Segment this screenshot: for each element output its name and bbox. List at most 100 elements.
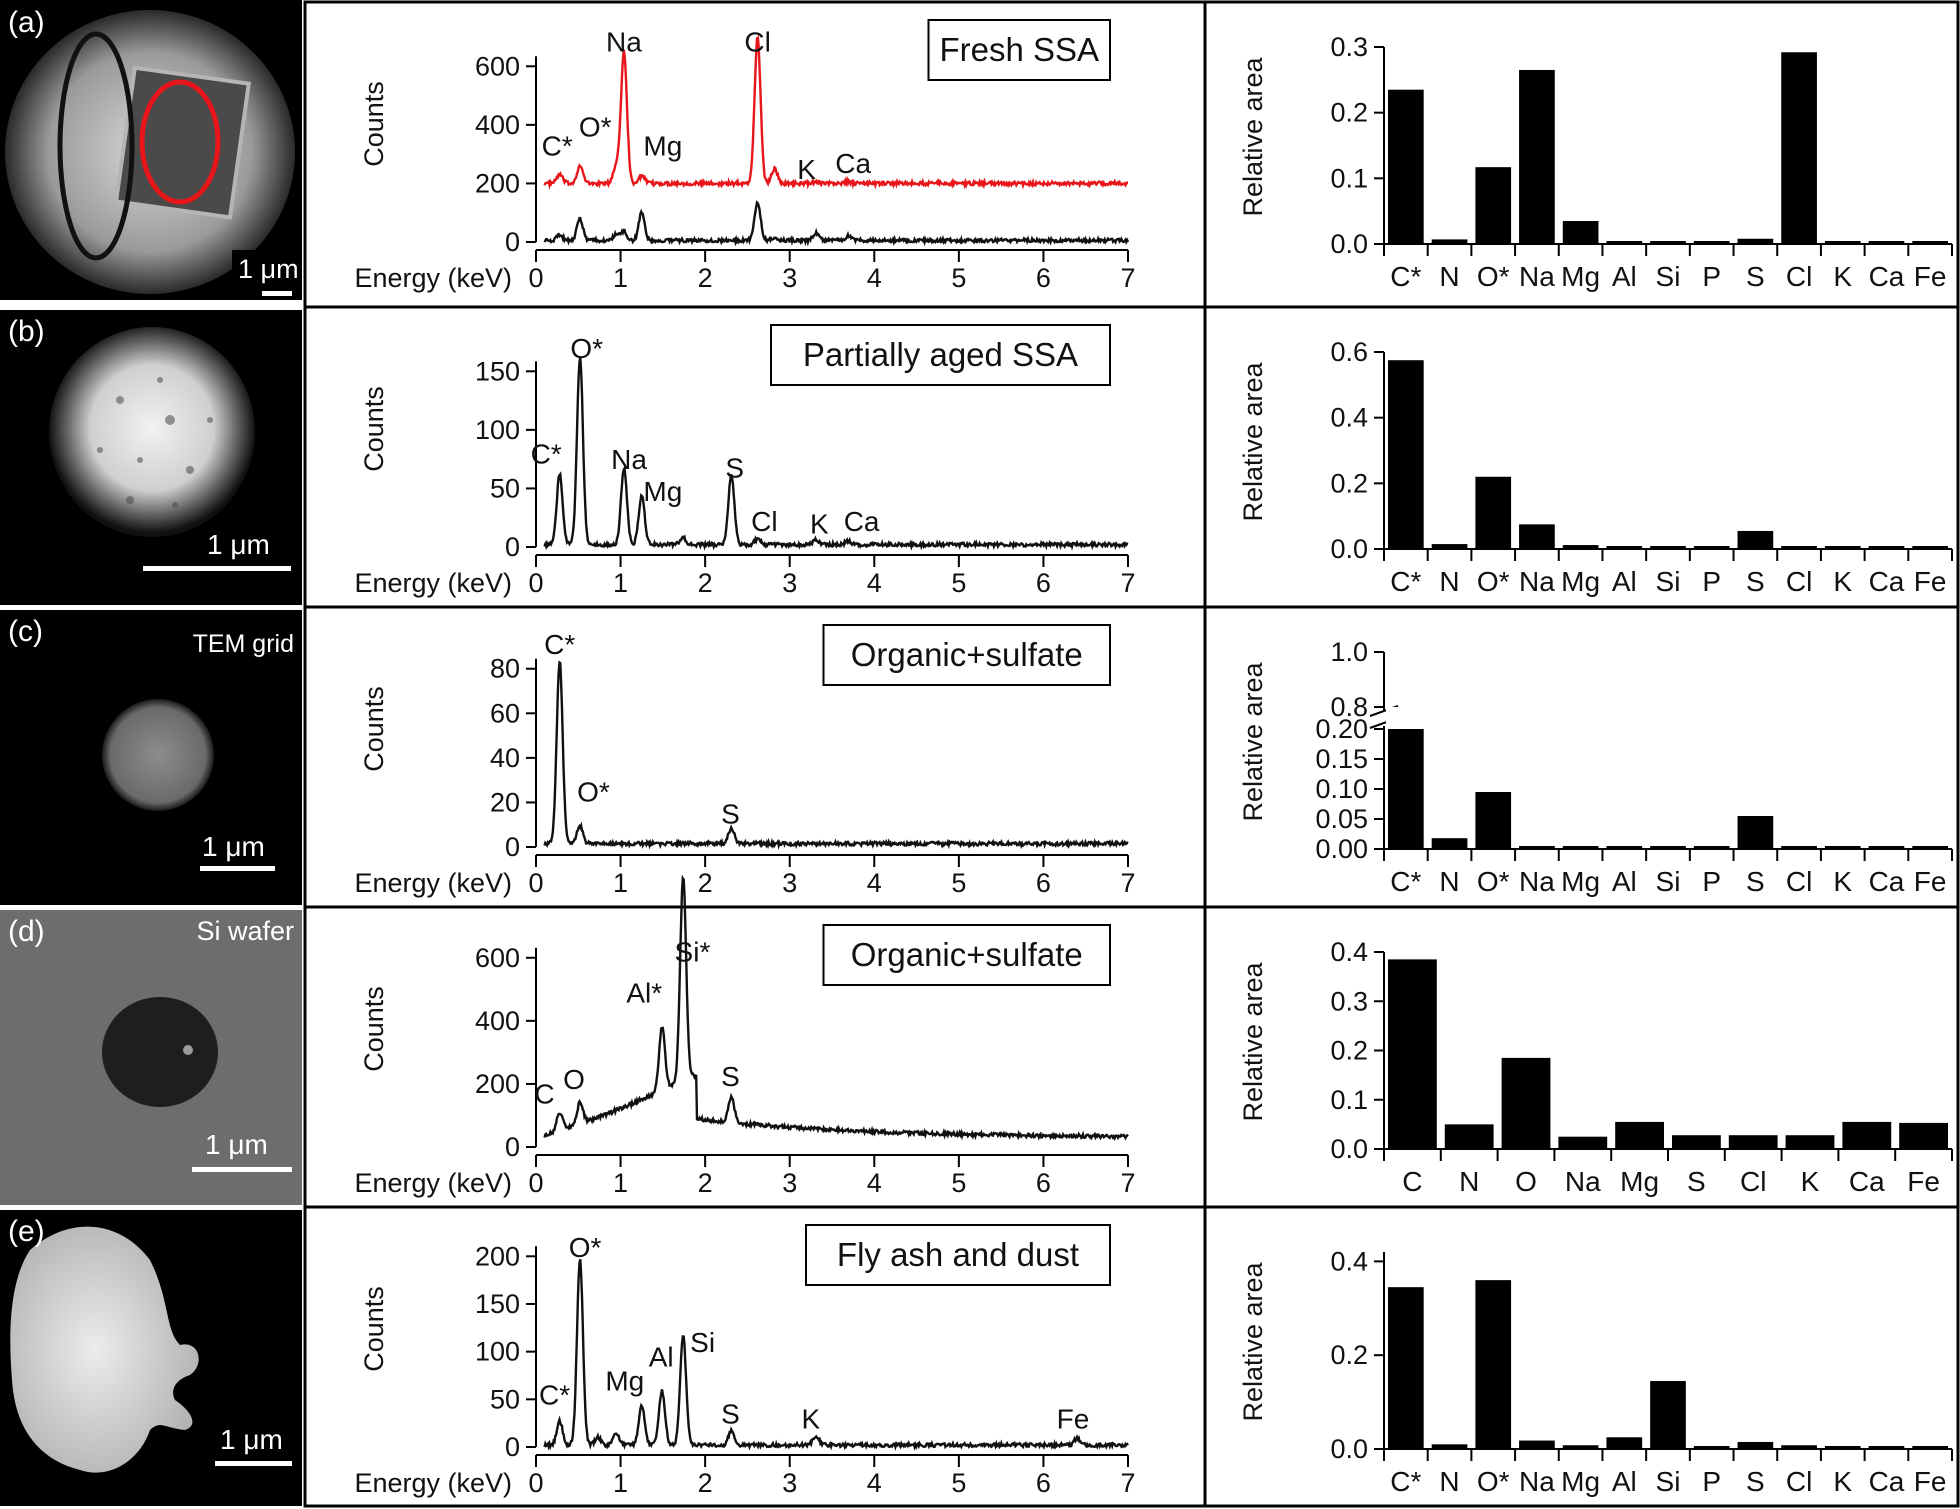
scale-bar — [262, 291, 292, 296]
x-tick-label: 7 — [1120, 568, 1135, 598]
bar-k — [1785, 1135, 1835, 1149]
bar-n — [1431, 838, 1468, 849]
bar-p — [1693, 846, 1730, 849]
x-tick-label: Mg — [1561, 1466, 1600, 1497]
bar-o-star — [1475, 476, 1512, 549]
x-tick-label: 5 — [951, 568, 966, 598]
x-tick-label: 3 — [782, 1168, 797, 1198]
bar-mg — [1562, 221, 1599, 244]
x-tick-label: 5 — [951, 1468, 966, 1498]
peak-label: S — [721, 799, 740, 830]
y-tick-label: 150 — [475, 356, 520, 386]
bar-fe — [1912, 241, 1948, 244]
bar-o-star — [1475, 1280, 1512, 1449]
x-tick-label: 0 — [528, 263, 543, 293]
bar-k — [1824, 1446, 1861, 1449]
x-tick-label: Na — [1519, 261, 1555, 292]
spectrum-title-box — [805, 1224, 1111, 1286]
peak-label: Ca — [835, 148, 871, 179]
scale-bar — [215, 1461, 292, 1466]
x-tick-label: Fe — [1914, 1466, 1947, 1497]
x-tick-label: Si — [1656, 1466, 1681, 1497]
bar-na — [1519, 846, 1555, 849]
x-tick-label: 3 — [782, 868, 797, 898]
x-tick-label: 5 — [951, 263, 966, 293]
spectrum-title: Organic+sulfate — [851, 636, 1083, 673]
x-tick-label: Mg — [1561, 261, 1600, 292]
x-tick-label: 4 — [867, 1168, 882, 1198]
spectrum-line-0 — [543, 660, 1129, 850]
x-tick-label: Al — [1612, 261, 1637, 292]
x-tick-label: 7 — [1120, 263, 1135, 293]
bar-o-star — [1475, 167, 1512, 244]
peak-label: Mg — [643, 130, 682, 161]
scale-bar — [192, 1167, 292, 1172]
spectrum-line-0 — [543, 1259, 1129, 1452]
spectrum-chart-e: 0 50 100 150 200 0 1 2 3 4 5 6 7 Energy (keV) Counts Fl… — [354, 1224, 1136, 1498]
x-tick-label: S — [1687, 1166, 1706, 1197]
x-tick-label: P — [1702, 261, 1721, 292]
x-tick-label: Fe — [1914, 261, 1947, 292]
spectrum-title-box — [770, 324, 1111, 386]
bar-chart-d: Relative area 0.0 0.1 0.2 0.3 0.4 C N O Na Mg S Cl K C… — [1238, 937, 1953, 1197]
bar-na — [1519, 524, 1555, 549]
x-tick-label: Na — [1565, 1166, 1601, 1197]
bar-s — [1737, 816, 1774, 849]
y-tick-label: 0.0 — [1330, 1134, 1368, 1164]
peak-label: O* — [579, 111, 612, 142]
x-tick-label: Mg — [1620, 1166, 1659, 1197]
y-tick-label: 0.0 — [1330, 1434, 1368, 1464]
bar-s — [1737, 530, 1774, 549]
x-tick-label: 2 — [698, 1468, 713, 1498]
spectrum-chart-b: 0 50 100 150 0 1 2 3 4 5 6 7 Energy (keV) Counts Parti… — [354, 324, 1136, 598]
peak-label: K — [797, 154, 816, 185]
x-tick-label: Mg — [1561, 866, 1600, 897]
scale-label: 1 μm — [220, 1424, 283, 1455]
x-tick-label: Ca — [1849, 1166, 1885, 1197]
bar-break-gap — [1386, 707, 1426, 729]
x-tick-label: Na — [1519, 866, 1555, 897]
bar-fe — [1912, 846, 1948, 849]
panel-label: (d) — [8, 915, 45, 948]
y-tick-label: 0.4 — [1330, 403, 1368, 433]
bar-s — [1672, 1135, 1721, 1149]
bar-cl — [1781, 52, 1817, 245]
x-tick-label: P — [1702, 1466, 1721, 1497]
y-tick-label: 200 — [475, 1241, 520, 1271]
y-tick-label: 0 — [505, 1132, 520, 1162]
x-tick-label: 1 — [613, 263, 628, 293]
x-tick-label: O — [1515, 1166, 1537, 1197]
bar-fe — [1912, 1446, 1948, 1449]
peak-label: Al — [649, 1341, 674, 1372]
x-tick-label: 2 — [698, 868, 713, 898]
bar-n — [1431, 544, 1468, 549]
bar-p — [1693, 1446, 1730, 1449]
bar-al — [1606, 846, 1643, 849]
y-tick-label: 100 — [475, 415, 520, 445]
x-tick-label: 3 — [782, 263, 797, 293]
y-tick-label: 200 — [475, 168, 520, 198]
micrograph-a: (a) 1 μm — [0, 0, 302, 300]
peak-label: C* — [542, 130, 573, 161]
x-tick-label: Cl — [1740, 1166, 1766, 1197]
x-tick-label: Fe — [1907, 1166, 1940, 1197]
scale-bar — [143, 566, 291, 571]
peak-label: Si — [690, 1327, 715, 1358]
x-tick-label: 6 — [1036, 1468, 1051, 1498]
y-tick-label: 0.2 — [1330, 468, 1368, 498]
bar-ca — [1868, 846, 1905, 849]
bar-chart-a: Relative area 0.0 0.1 0.2 0.3 C* N O* Na Mg Al Si P S… — [1238, 32, 1953, 292]
bar-cl — [1781, 846, 1817, 849]
scale-label: 1 μm — [205, 1129, 268, 1160]
peak-label: K — [810, 509, 829, 540]
y-tick-label: 50 — [490, 473, 520, 503]
x-tick-label: Na — [1519, 566, 1555, 597]
x-tick-label: Fe — [1914, 566, 1947, 597]
y-tick-label: 0.3 — [1330, 32, 1368, 62]
spectrum-chart-d: 0 200 400 600 0 1 2 3 4 5 6 7 Energy (keV) Counts Orga… — [354, 874, 1136, 1198]
x-tick-label: Cl — [1786, 261, 1812, 292]
y-tick-label: 150 — [475, 1289, 520, 1319]
x-tick-label: C* — [1390, 566, 1421, 597]
bar-na — [1519, 69, 1555, 244]
